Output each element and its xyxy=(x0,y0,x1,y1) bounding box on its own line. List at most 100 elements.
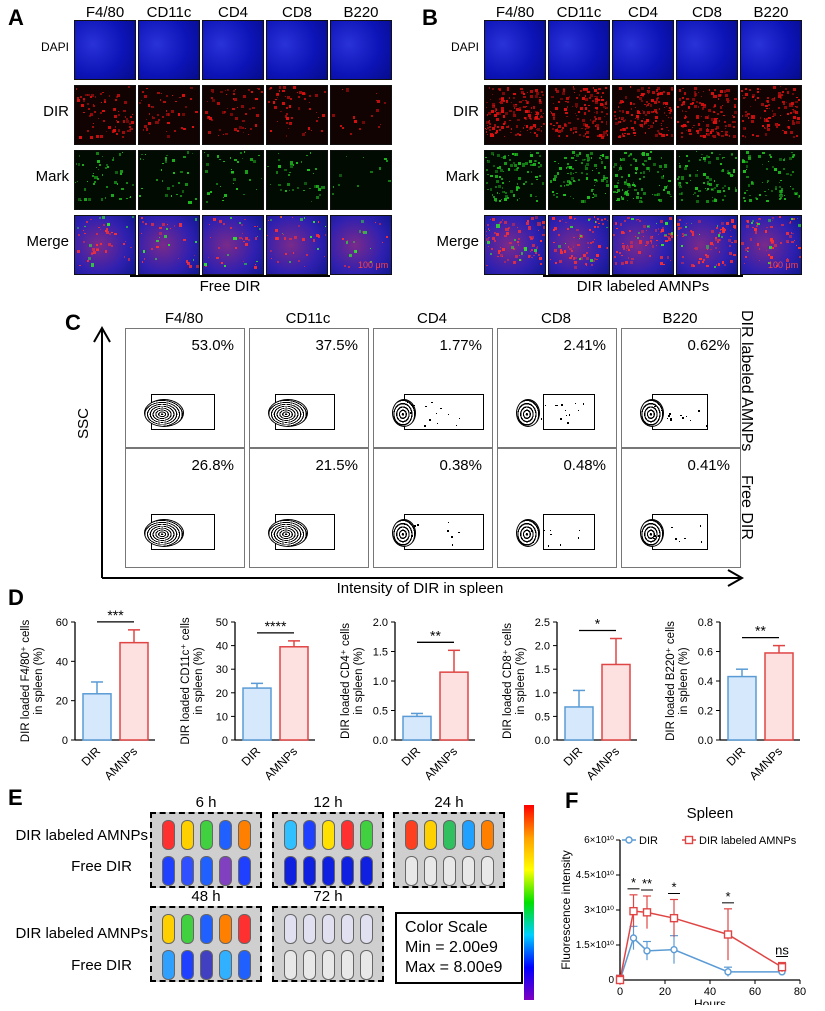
line-chart-series-1 xyxy=(620,911,782,980)
line-chart-ytick-2: 3×10¹⁰ xyxy=(584,905,614,916)
bar-chart-4-ytick-2: 0.4 xyxy=(698,676,713,688)
bar-chart-1-ytick-0: 0 xyxy=(222,735,228,747)
panel-a-tile-2-4 xyxy=(330,150,392,210)
flow-population-0-0 xyxy=(144,399,184,427)
bar-chart-3-ytick-3: 1.5 xyxy=(535,664,550,676)
panel-b-row-0: DAPI xyxy=(414,40,479,54)
line-chart-title: Spleen xyxy=(687,805,734,822)
panel-a-group-label: Free DIR xyxy=(130,278,330,295)
ivis-organ-1-0-4 xyxy=(360,820,373,850)
bar-chart-2-ytick-4: 2.0 xyxy=(373,617,388,629)
bar-chart-0-xtick-0: DIR xyxy=(79,744,104,769)
panel-b-row-2: Mark xyxy=(414,168,479,185)
bar-chart-1-ytick-2: 20 xyxy=(216,688,228,700)
bar-chart-0-bar-0 xyxy=(83,694,111,740)
line-chart-ytick-3: 4.5×10¹⁰ xyxy=(576,870,614,881)
bar-chart-1-bar-1 xyxy=(280,647,308,740)
bar-chart-1-xtick-0: DIR xyxy=(239,744,264,769)
line-chart-xtick-1: 20 xyxy=(659,986,671,998)
panel-b-tile-0-2 xyxy=(612,20,674,80)
panel-b-tile-1-3 xyxy=(676,85,738,145)
line-chart-point-1-1 xyxy=(630,908,637,915)
panel-c-x-label: Intensity of DIR in spleen xyxy=(250,580,590,597)
panel-b-tile-3-0 xyxy=(484,215,546,275)
bar-chart-3-ytick-1: 0.5 xyxy=(535,711,550,723)
bar-chart-1-bar-0 xyxy=(243,688,271,740)
ivis-organ-2-0-0 xyxy=(405,820,418,850)
panel-a-tile-2-0 xyxy=(74,150,136,210)
panel-b-tile-0-3 xyxy=(676,20,738,80)
bar-chart-0-xtick-1: AMNPs xyxy=(101,744,140,783)
flow-pct-1-0: 26.8% xyxy=(191,457,234,474)
panel-a-tile-0-3 xyxy=(266,20,328,80)
flow-plot-0-3: 2.41% xyxy=(497,328,617,448)
ivis-organ-2-1-0 xyxy=(405,856,418,886)
color-scale-min: Min = 2.00e9 xyxy=(405,938,513,958)
line-chart-legend-1: DIR labeled AMNPs xyxy=(699,835,797,847)
flow-pct-0-1: 37.5% xyxy=(315,337,358,354)
flow-gate-1-3 xyxy=(543,514,595,550)
bar-chart-1-ytick-5: 50 xyxy=(216,617,228,629)
bar-chart-4-xtick-1: AMNPs xyxy=(746,744,785,783)
line-chart-point-1-3 xyxy=(671,915,678,922)
bar-chart-3-ytick-4: 2.0 xyxy=(535,641,550,653)
ivis-organ-4-1-4 xyxy=(360,950,373,980)
ivis-organ-3-1-1 xyxy=(181,950,194,980)
bar-chart-4-ytick-3: 0.6 xyxy=(698,647,713,659)
bar-chart-1-xtick-1: AMNPs xyxy=(261,744,300,783)
line-chart-point-0-2 xyxy=(644,948,650,954)
panel-b-tile-3-1 xyxy=(548,215,610,275)
line-chart-ytick-4: 6×10¹⁰ xyxy=(584,835,614,846)
flow-population-1-0 xyxy=(144,519,184,547)
panel-c-col-1: CD11c xyxy=(249,310,367,327)
line-chart-xtick-4: 80 xyxy=(794,986,806,998)
panel-a-tile-1-1 xyxy=(138,85,200,145)
color-scale-max: Max = 8.00e9 xyxy=(405,958,513,978)
panel-b-tile-1-1 xyxy=(548,85,610,145)
panel-e-row-free-bottom: Free DIR xyxy=(0,957,132,974)
bar-chart-4-bar-1 xyxy=(765,653,793,740)
line-chart-ylabel: Fluorescence intensity xyxy=(560,850,573,969)
ivis-organ-3-0-4 xyxy=(238,914,251,944)
bar-chart-2-ytick-0: 0.0 xyxy=(373,735,388,747)
bar-chart-2-bar-0 xyxy=(403,716,431,740)
ivis-organ-2-0-3 xyxy=(462,820,475,850)
panel-a-col-1: CD11c xyxy=(138,4,200,21)
line-chart-sig-3: * xyxy=(725,889,730,904)
ivis-image-0 xyxy=(150,812,262,888)
flow-population-0-4 xyxy=(640,399,664,427)
bar-chart-2-ytick-2: 1.0 xyxy=(373,676,388,688)
flow-pct-0-3: 2.41% xyxy=(563,337,606,354)
line-chart-point-0-3 xyxy=(671,947,677,953)
ivis-organ-2-1-3 xyxy=(462,856,475,886)
panel-a-scale-bar: 100 μm xyxy=(358,260,388,270)
panel-d-label: D xyxy=(8,585,24,611)
panel-a-tile-2-3 xyxy=(266,150,328,210)
panel-b-col-3: CD8 xyxy=(676,4,738,21)
ivis-organ-2-0-1 xyxy=(424,820,437,850)
bar-chart-2-xtick-1: AMNPs xyxy=(421,744,460,783)
ivis-organ-3-1-4 xyxy=(238,950,251,980)
panel-e-row-amnps-top: DIR labeled AMNPs xyxy=(0,827,148,844)
flow-pct-1-3: 0.48% xyxy=(563,457,606,474)
panel-e-row-amnps-bottom: DIR labeled AMNPs xyxy=(0,925,148,942)
panel-a-tile-1-2 xyxy=(202,85,264,145)
bar-chart-1-ytick-1: 10 xyxy=(216,711,228,723)
flow-plot-1-1: 21.5% xyxy=(249,448,369,568)
line-chart-point-0-4 xyxy=(725,969,731,975)
ivis-organ-4-0-2 xyxy=(322,914,335,944)
flow-plot-0-2: 1.77% xyxy=(373,328,493,448)
ivis-organ-4-1-0 xyxy=(284,950,297,980)
flow-plot-0-4: 0.62% xyxy=(621,328,741,448)
ivis-organ-0-0-3 xyxy=(219,820,232,850)
ivis-organ-2-1-4 xyxy=(481,856,494,886)
ivis-organ-3-0-0 xyxy=(162,914,175,944)
ivis-time-3: 48 h xyxy=(150,888,262,905)
panel-b-tile-2-1 xyxy=(548,150,610,210)
flow-gate-1-2 xyxy=(404,514,484,550)
flow-pct-1-4: 0.41% xyxy=(687,457,730,474)
ivis-time-1: 12 h xyxy=(272,794,384,811)
ivis-organ-0-0-0 xyxy=(162,820,175,850)
ivis-organ-2-1-2 xyxy=(443,856,456,886)
bar-chart-3-ylabel: DIR loaded CD8⁺ cellsin spleen (%) xyxy=(502,623,527,739)
